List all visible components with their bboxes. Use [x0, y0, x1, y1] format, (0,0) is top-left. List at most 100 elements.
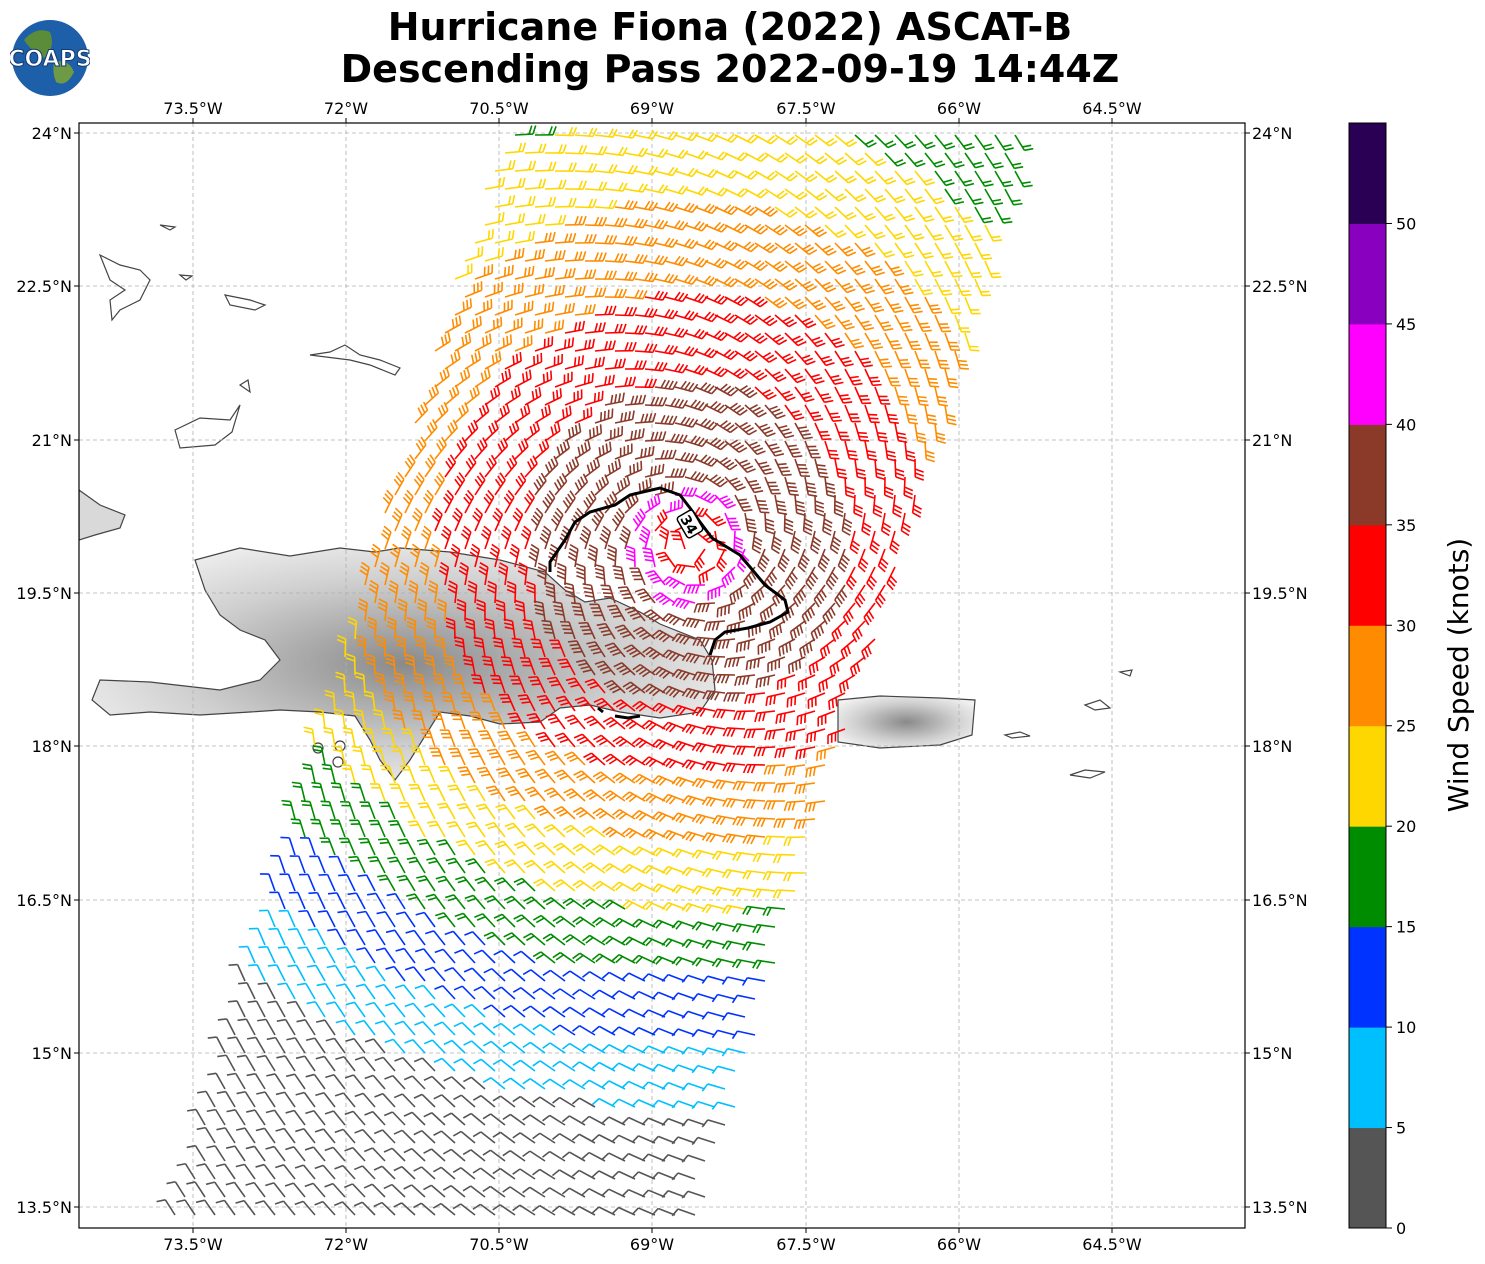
colorbar-tick-label: 0 — [1396, 1219, 1406, 1238]
wind-barb — [834, 170, 857, 184]
wind-barb — [866, 566, 878, 591]
wind-barb — [824, 332, 845, 349]
wind-barb — [338, 874, 356, 892]
wind-barb — [564, 215, 587, 226]
wind-barb — [582, 825, 606, 838]
wind-barb — [276, 1055, 296, 1072]
wind-barb — [574, 163, 598, 173]
wind-barb — [634, 307, 658, 318]
wind-barb — [641, 1189, 666, 1198]
wind-barb — [290, 818, 306, 838]
wind-barb — [797, 674, 816, 692]
wind-barb — [594, 660, 616, 676]
wind-barb — [774, 422, 795, 439]
wind-barb — [583, 715, 606, 730]
wind-barb — [498, 562, 509, 586]
wind-barb — [571, 1205, 596, 1216]
wind-barb — [614, 443, 633, 460]
wind-barb — [431, 507, 443, 532]
wind-barb — [601, 935, 626, 946]
wind-barb — [484, 454, 497, 478]
wind-barb — [584, 252, 607, 262]
wind-barb — [492, 1059, 516, 1072]
wind-barb — [517, 694, 536, 712]
wind-barb — [514, 160, 537, 172]
wind-barb — [702, 725, 726, 736]
wind-barb — [266, 1073, 286, 1090]
wind-barb — [277, 982, 296, 1000]
wind-barb — [774, 746, 796, 759]
wind-barb — [804, 404, 824, 422]
wind-barb — [984, 152, 1004, 169]
wind-barb — [874, 386, 891, 405]
wind-barb — [393, 1202, 416, 1216]
wind-barb — [681, 1082, 706, 1091]
wind-barb — [894, 350, 912, 369]
wind-barb — [614, 164, 638, 175]
wind-barb — [814, 494, 825, 517]
wind-barb — [474, 876, 496, 892]
wind-barb — [704, 437, 729, 451]
wind-barb — [484, 385, 501, 406]
wind-barb — [206, 1145, 226, 1162]
wind-barb — [894, 314, 913, 332]
wind-barb — [816, 746, 836, 761]
wind-barb — [400, 525, 412, 550]
wind-barb — [624, 253, 648, 265]
wind-barb — [602, 716, 626, 730]
wind-barb — [654, 166, 679, 177]
wind-barb — [853, 494, 863, 518]
wind-barb — [764, 368, 787, 383]
wind-barb — [621, 936, 646, 946]
wind-barb — [582, 862, 606, 874]
wind-barb — [734, 134, 759, 144]
wind-barb — [544, 249, 566, 262]
wind-barb — [784, 764, 806, 777]
wind-barb — [924, 440, 936, 463]
wind-barb — [785, 728, 806, 742]
wind-barb — [376, 635, 386, 658]
wind-barb — [809, 530, 822, 555]
wind-barb — [497, 730, 516, 748]
wind-barb — [604, 253, 628, 263]
wind-barb — [611, 1206, 636, 1216]
wind-barb — [914, 278, 933, 296]
wind-barb — [584, 390, 604, 406]
wind-barb — [604, 323, 627, 334]
wind-barb — [783, 836, 806, 847]
wind-barb — [744, 296, 768, 308]
wind-barb — [364, 1038, 386, 1054]
wind-barb — [552, 915, 576, 928]
wind-barb — [476, 766, 496, 784]
wind-barb — [294, 1164, 316, 1180]
wind-barb — [335, 1055, 356, 1072]
wind-barb — [924, 332, 941, 351]
wind-barb — [259, 909, 276, 928]
wind-barb — [462, 1112, 486, 1126]
wind-barb — [574, 406, 593, 424]
wind-barb — [394, 1056, 416, 1072]
wind-barb — [603, 491, 618, 514]
wind-barb — [530, 507, 544, 532]
wind-barb — [824, 404, 842, 422]
wind-barb — [206, 1108, 226, 1126]
wind-barb — [429, 747, 446, 766]
wind-barb — [406, 616, 417, 640]
wind-barb — [512, 1204, 536, 1216]
wind-barb — [644, 219, 669, 230]
wind-barb — [554, 267, 576, 280]
wind-barb — [701, 867, 726, 878]
wind-barb — [684, 435, 709, 448]
wind-barb — [305, 1073, 326, 1090]
wind-barb — [337, 910, 356, 928]
wind-barb — [519, 657, 536, 676]
wind-barb — [651, 847, 676, 857]
wind-barb — [911, 494, 922, 518]
wind-barb — [334, 1201, 356, 1216]
wind-barb — [383, 1111, 406, 1126]
wind-barb — [634, 236, 658, 247]
wind-barb — [522, 1114, 546, 1126]
wind-barb — [523, 896, 546, 910]
wind-barb — [804, 440, 821, 459]
wind-barb — [854, 458, 867, 480]
